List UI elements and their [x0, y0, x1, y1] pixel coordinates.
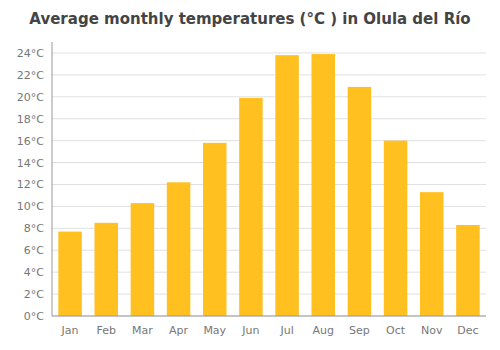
y-tick-label: 18°C [17, 113, 44, 126]
grid-line [52, 316, 486, 317]
y-axis-line [52, 42, 53, 316]
x-tick-label: Mar [132, 324, 153, 337]
y-tick-label: 24°C [17, 47, 44, 60]
bar [456, 225, 480, 316]
bar [420, 192, 444, 316]
grid-line [52, 118, 486, 119]
bar [167, 182, 191, 316]
y-tick-label: 16°C [17, 135, 44, 148]
bar [94, 223, 118, 316]
y-tick-label: 2°C [24, 288, 44, 301]
grid [52, 53, 486, 316]
x-tick-label: Sep [349, 324, 370, 337]
grid-line [52, 74, 486, 75]
bar [131, 203, 155, 316]
y-tick-label: 14°C [17, 157, 44, 170]
chart-svg: Average monthly temperatures (°C ) in Ol… [0, 0, 500, 350]
y-tick-label: 20°C [17, 91, 44, 104]
grid-line [52, 162, 486, 163]
x-axis: Jan Feb Mar Apr May Jun Jul Aug Sep Oct Nov Dec [52, 316, 486, 337]
bar [311, 54, 335, 316]
x-tick-label: Jul [279, 324, 293, 337]
y-tick-label: 8°C [24, 222, 44, 235]
y-tick-label: 12°C [17, 178, 44, 191]
y-tick-label: 4°C [24, 266, 44, 279]
bar [384, 141, 408, 316]
y-tick-label: 22°C [17, 69, 44, 82]
x-tick-label: Aug [313, 324, 334, 337]
bar [348, 87, 372, 316]
x-tick-label: Jun [241, 324, 259, 337]
x-tick-label: Feb [97, 324, 116, 337]
bar [58, 232, 82, 316]
x-tick-label: Dec [457, 324, 478, 337]
bar [203, 143, 227, 316]
grid-line [52, 140, 486, 141]
chart-title: Average monthly temperatures (°C ) in Ol… [29, 10, 470, 28]
y-axis: 0°C 2°C 4°C 6°C 8°C 10°C 12°C 14°C 16°C 18°C 20°C 2… [17, 42, 52, 323]
chart-container: Average monthly temperatures (°C ) in Ol… [0, 0, 500, 350]
x-tick-label: May [203, 324, 226, 337]
bar [239, 98, 263, 316]
grid-line [52, 52, 486, 53]
x-tick-label: Jan [61, 324, 79, 337]
grid-line [52, 184, 486, 185]
grid-line [52, 96, 486, 97]
x-axis-line [52, 316, 486, 317]
y-tick-label: 0°C [24, 310, 44, 323]
bar [275, 55, 299, 316]
y-tick-label: 6°C [24, 244, 44, 257]
x-tick-label: Nov [421, 324, 443, 337]
x-tick-label: Apr [169, 324, 189, 337]
bars [58, 54, 479, 316]
x-tick-label: Oct [386, 324, 406, 337]
y-tick-label: 10°C [17, 200, 44, 213]
